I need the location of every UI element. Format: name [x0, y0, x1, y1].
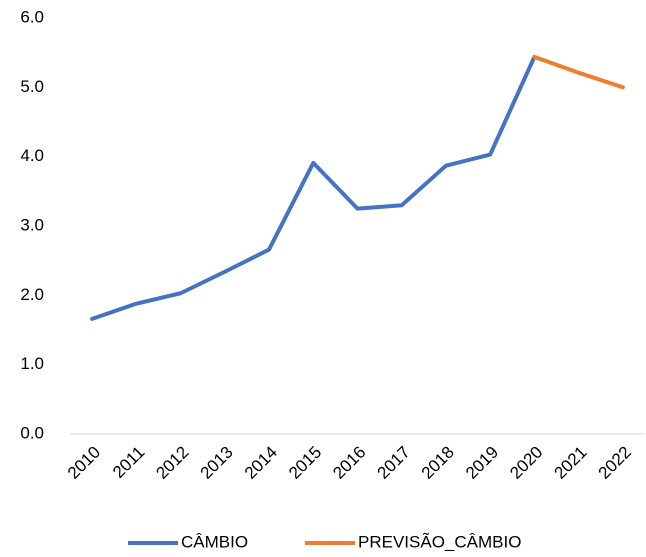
x-tick-label: 2018 — [418, 443, 458, 483]
y-tick-label: 3.0 — [20, 215, 44, 234]
x-tick-label: 2021 — [550, 443, 590, 483]
x-tick-label: 2022 — [595, 443, 635, 483]
y-tick-label: 6.0 — [20, 7, 44, 26]
legend-label: CÂMBIO — [181, 532, 248, 551]
x-tick-label: 2014 — [241, 443, 281, 483]
y-tick-label: 4.0 — [20, 146, 44, 165]
series-line — [532, 54, 625, 90]
y-tick-label: 2.0 — [20, 285, 44, 304]
y-tick-label: 1.0 — [20, 354, 44, 373]
y-tick-label: 0.0 — [20, 423, 44, 442]
series-line — [90, 54, 537, 321]
x-tick-label: 2017 — [374, 443, 414, 483]
x-tick-label: 2020 — [506, 443, 546, 483]
x-tick-label: 2013 — [197, 443, 237, 483]
x-tick-label: 2019 — [462, 443, 502, 483]
x-tick-label: 2011 — [109, 443, 148, 482]
x-tick-label: 2015 — [285, 443, 325, 483]
legend-label: PREVISÃO_CÂMBIO — [358, 532, 521, 551]
x-tick-label: 2010 — [64, 443, 104, 483]
x-tick-label: 2016 — [329, 443, 369, 483]
y-tick-label: 5.0 — [20, 77, 44, 96]
x-tick-label: 2012 — [152, 443, 192, 483]
